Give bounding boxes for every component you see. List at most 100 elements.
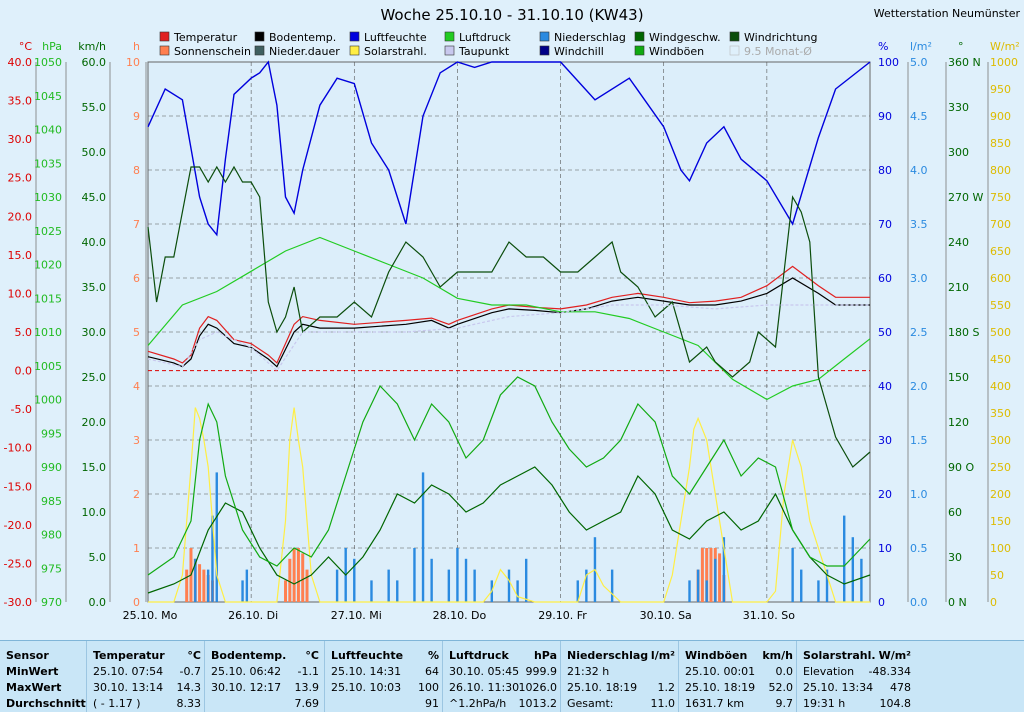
right-axis-tick: 0 [990,596,997,609]
left-axis-tick: 0.0 [15,365,33,378]
legend-label: Niederschlag [554,31,626,44]
left-axis-tick: 1040 [34,124,62,137]
stats-max-value: 100 [418,681,439,694]
left-axis-tick: 6 [133,272,140,285]
right-axis-tick: 1.5 [910,434,928,447]
sunshine-bar [700,548,704,602]
stats-min-value: -0.7 [179,665,201,678]
left-axis-tick: 0.0 [89,596,107,609]
stats-unit: l/m² [650,649,675,662]
rain-bar [194,558,197,602]
legend-label: Taupunkt [458,45,510,58]
left-axis-tick: 990 [41,461,62,474]
stats-label-avg: Durchschnitt [6,697,86,710]
legend-swatch [159,45,170,56]
stats-unit: °C [187,649,201,662]
stats-avg-value: 104.8 [879,697,912,710]
stats-max-value: 13.9 [294,681,320,694]
stats-min-value: 0.0 [775,665,794,678]
stats-avg-value: 8.33 [176,697,202,710]
day-label: 28.10. Do [433,609,487,622]
right-axis-tick: 550 [990,299,1011,312]
stats-avg-label: Gesamt: [567,697,614,710]
right-axis-tick: 300 [990,434,1011,447]
sunshine-bar [705,548,709,602]
stats-max-time: 30.10. 13:14 [93,681,164,694]
left-axis-tick: 9 [133,110,140,123]
stats-col-humidity: Luftfeuchte% 25.10. 14:31 64 25.10. 10:03 10… [324,641,443,712]
statistics-panel: Sensor MinWert MaxWert Durchschnitt Temp… [0,640,1024,712]
left-axis-tick: 8 [133,164,140,177]
solar-line [148,407,870,603]
legend-swatch [349,45,360,56]
sunshine-bar [301,553,305,602]
stats-max-time: 25.10. 13:34 [803,681,874,694]
rain-bar [516,580,519,602]
left-axis-tick: 1000 [34,394,62,407]
left-axis-tick: -25.0 [4,557,32,570]
left-axis-tick: 10 [126,56,140,69]
left-axis-tick: 25.0 [8,172,33,185]
rain-bar [413,548,416,602]
stats-label-sensor: Sensor [6,649,49,662]
stats-min-value: 64 [425,665,439,678]
series-line-0 [147,265,870,364]
left-axis-tick: 1050 [34,56,62,69]
rain-bar [215,472,218,602]
stats-avg-label: ( - 1.17 ) [93,697,141,710]
stats-unit: W/m² [878,649,911,662]
stats-max-time: 26.10. 11:30 [449,681,520,694]
left-axis-tick: 15.0 [82,461,107,474]
stats-header: Solarstrahl. [803,649,876,662]
day-label: 25.10. Mo [123,609,178,622]
stats-unit: hPa [533,649,557,662]
rain-bar [860,558,863,602]
left-axis-tick: 980 [41,529,62,542]
legend-swatch [729,45,740,56]
legend-swatch [349,31,360,42]
left-axis-tick: 25.0 [82,371,107,384]
legend-label: Bodentemp. [269,31,336,44]
right-axis-tick: 0.0 [910,596,928,609]
right-axis-tick: 210 [948,281,969,294]
left-axis-tick: 20.0 [82,416,107,429]
weather-chart: °C40.035.030.025.020.015.010.05.00.0-5.0… [4,6,1021,622]
legend-swatch [729,31,740,42]
left-axis-tick: 7 [133,218,140,231]
stats-max-value: 1.2 [657,681,676,694]
rain-bar [705,580,708,602]
left-axis-tick: 40.0 [82,236,107,249]
left-axis-tick: 985 [41,495,62,508]
right-axis-tick: 4.5 [910,110,928,123]
stats-min-time: 25.10. 14:31 [331,665,402,678]
rain-bar [370,580,373,602]
left-axis-tick: -5.0 [11,403,32,416]
left-axis-tick: 5 [133,326,140,339]
rain-bar [241,580,244,602]
rain-bar [396,580,399,602]
right-axis-tick: 0 N [948,596,967,609]
stats-header: Temperatur [93,649,165,662]
rain-bar [353,558,356,602]
right-axis-tick: 270 W [948,191,983,204]
legend-swatch [254,45,265,56]
rain-bar [473,569,476,602]
series-line-3 [147,236,871,401]
stats-avg-value: 9.7 [775,697,794,710]
stats-row-labels: Sensor MinWert MaxWert Durchschnitt [0,641,86,712]
stats-max-value: 478 [890,681,911,694]
left-axis-tick: 10.0 [8,287,33,300]
day-label: 31.10. So [743,609,795,622]
stats-min-time: 30.10. 05:45 [449,665,520,678]
right-axis-tick: 950 [990,83,1011,96]
chart-title: Woche 25.10.10 - 31.10.10 (KW43) [380,6,643,24]
legend-label: Temperatur [173,31,238,44]
left-axis-tick: 40.0 [8,56,33,69]
rain-bar [421,472,425,602]
right-axis-unit: W/m² [990,40,1020,53]
legend-swatch [634,45,645,56]
left-axis-tick: 30.0 [82,326,107,339]
left-axis-tick: 1030 [34,191,62,204]
stats-header: Luftdruck [449,649,509,662]
